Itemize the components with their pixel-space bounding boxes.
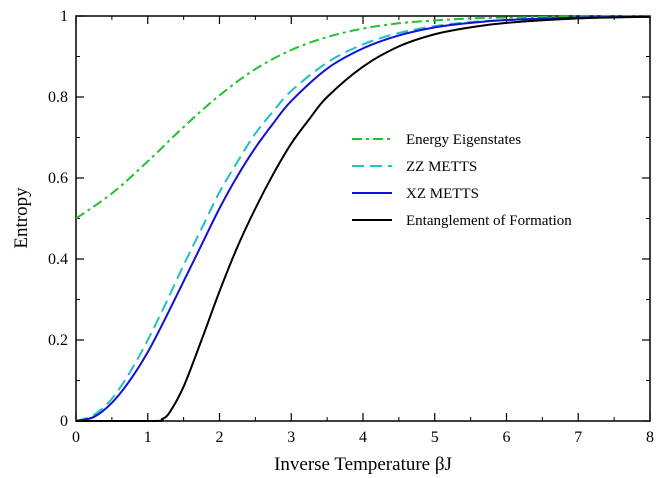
series-line-0 <box>75 15 651 220</box>
x-tick-label: 0 <box>72 429 80 446</box>
x-tick-label: 8 <box>646 429 654 446</box>
series-line-3 <box>75 15 651 423</box>
x-tick-label: 3 <box>287 429 295 446</box>
series-lines <box>75 15 651 423</box>
y-tick-label: 0.8 <box>48 89 68 106</box>
y-tick-label: 0.2 <box>48 332 68 349</box>
series-line-2 <box>75 15 651 422</box>
y-tick-label: 1 <box>60 8 68 25</box>
x-tick-label: 7 <box>574 429 582 446</box>
legend-label-1: ZZ METTS <box>406 159 477 175</box>
tick-labels: 0 1 2 3 4 5 6 7 8 0 0.2 0.4 0.6 0.8 1 <box>48 8 654 446</box>
y-tick-label: 0.6 <box>48 170 68 187</box>
y-axis-label: Entropy <box>11 187 32 249</box>
x-tick-label: 1 <box>144 429 152 446</box>
x-tick-label: 6 <box>503 429 511 446</box>
y-tick-label: 0 <box>60 413 68 430</box>
legend: Energy Eigenstates ZZ METTS XZ METTS Entang… <box>352 132 572 229</box>
x-tick-label: 4 <box>359 429 367 446</box>
legend-label-0: Energy Eigenstates <box>406 132 521 148</box>
legend-label-2: XZ METTS <box>406 186 479 202</box>
y-tick-label: 0.4 <box>48 251 68 268</box>
legend-label-3: Entanglement of Formation <box>406 213 572 229</box>
x-tick-label: 5 <box>431 429 439 446</box>
x-axis-label: Inverse Temperature βJ <box>274 454 452 475</box>
x-tick-label: 2 <box>216 429 224 446</box>
